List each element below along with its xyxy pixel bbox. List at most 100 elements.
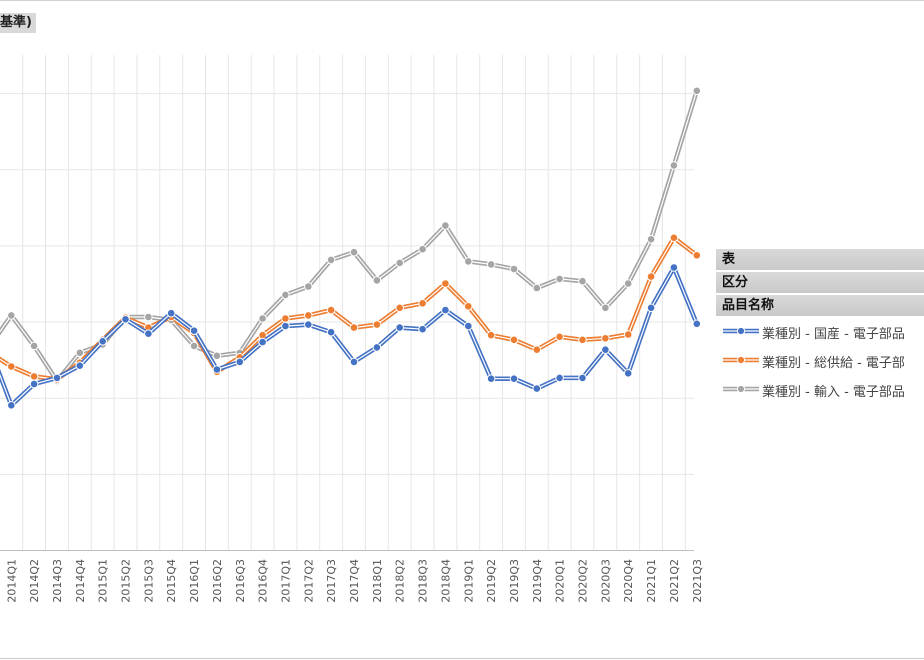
data-point[interactable] bbox=[29, 341, 39, 351]
data-point[interactable] bbox=[418, 244, 427, 254]
data-point[interactable] bbox=[418, 299, 427, 308]
x-tick-label: 2017Q1 bbox=[279, 559, 292, 603]
data-point[interactable] bbox=[75, 348, 85, 358]
data-point[interactable] bbox=[395, 323, 405, 332]
legend-header-category[interactable]: 区分 bbox=[716, 272, 924, 293]
data-point[interactable] bbox=[486, 374, 496, 384]
data-point[interactable] bbox=[486, 330, 496, 340]
data-point[interactable] bbox=[578, 335, 587, 345]
swatch-marker bbox=[736, 384, 746, 394]
data-point[interactable] bbox=[29, 372, 39, 381]
data-point[interactable] bbox=[372, 276, 382, 285]
data-point[interactable] bbox=[418, 324, 427, 334]
data-point[interactable] bbox=[623, 369, 633, 378]
data-point[interactable] bbox=[326, 327, 336, 337]
x-tick-label: 2016Q2 bbox=[211, 559, 224, 603]
data-point[interactable] bbox=[212, 365, 222, 374]
data-point[interactable] bbox=[7, 311, 16, 320]
legend-item-import[interactable]: 業種別 - 輸入 - 電子部品 bbox=[716, 376, 924, 405]
line-chart: 2014Q1 2014Q2 2014Q3 2014Q4 2015Q1 2015Q2 2015… bbox=[0, 55, 704, 603]
series-0 bbox=[0, 263, 702, 410]
x-tick-label: 2019Q3 bbox=[508, 559, 521, 603]
data-point[interactable] bbox=[441, 279, 450, 288]
data-point[interactable] bbox=[258, 314, 267, 323]
data-point[interactable] bbox=[121, 315, 130, 324]
x-tick-label: 2021Q3 bbox=[691, 559, 704, 603]
data-point[interactable] bbox=[281, 314, 290, 323]
data-point[interactable] bbox=[304, 311, 313, 320]
data-point[interactable] bbox=[75, 361, 85, 371]
data-point[interactable] bbox=[212, 351, 222, 361]
data-point[interactable] bbox=[7, 401, 16, 410]
x-tick-label: 2021Q1 bbox=[645, 559, 658, 603]
data-point[interactable] bbox=[395, 258, 405, 268]
data-point[interactable] bbox=[601, 303, 610, 313]
x-tick-label: 2017Q4 bbox=[348, 559, 361, 603]
data-point[interactable] bbox=[532, 345, 542, 355]
data-point[interactable] bbox=[395, 303, 405, 313]
x-tick-label: 2019Q2 bbox=[485, 559, 498, 603]
data-point[interactable] bbox=[441, 305, 450, 315]
data-point[interactable] bbox=[532, 384, 542, 393]
data-point[interactable] bbox=[29, 379, 39, 389]
data-point[interactable] bbox=[235, 357, 245, 367]
data-point[interactable] bbox=[349, 357, 359, 367]
x-tick-label: 2018Q3 bbox=[417, 559, 430, 603]
legend-header-item-name[interactable]: 品目名称 bbox=[716, 295, 924, 316]
data-point[interactable] bbox=[281, 321, 290, 331]
data-point[interactable] bbox=[304, 320, 313, 329]
data-point[interactable] bbox=[601, 345, 610, 355]
data-point[interactable] bbox=[166, 308, 176, 318]
data-point[interactable] bbox=[555, 332, 564, 342]
legend-swatch-import bbox=[723, 384, 759, 394]
data-point[interactable] bbox=[144, 329, 153, 339]
data-point[interactable] bbox=[349, 323, 359, 332]
data-point[interactable] bbox=[669, 233, 679, 243]
data-point[interactable] bbox=[692, 319, 702, 329]
data-point[interactable] bbox=[532, 283, 542, 293]
data-point[interactable] bbox=[144, 312, 153, 322]
data-point[interactable] bbox=[623, 279, 633, 288]
data-point[interactable] bbox=[464, 257, 473, 266]
legend-item-domestic[interactable]: 業種別 - 国産 - 電子部品 bbox=[716, 318, 924, 347]
data-point[interactable] bbox=[578, 373, 587, 383]
data-point[interactable] bbox=[509, 335, 519, 345]
data-point[interactable] bbox=[372, 320, 382, 329]
data-point[interactable] bbox=[441, 221, 450, 230]
x-tick-label: 2017Q2 bbox=[302, 559, 315, 603]
swatch-marker bbox=[736, 326, 746, 336]
data-point[interactable] bbox=[646, 303, 656, 313]
legend-item-total-supply[interactable]: 業種別 - 総供給 - 電子部 bbox=[716, 347, 924, 376]
data-point[interactable] bbox=[623, 330, 633, 339]
data-point[interactable] bbox=[304, 282, 313, 291]
data-point[interactable] bbox=[372, 343, 382, 352]
data-point[interactable] bbox=[7, 362, 16, 371]
data-point[interactable] bbox=[52, 373, 62, 383]
data-point[interactable] bbox=[601, 334, 610, 343]
data-point[interactable] bbox=[669, 161, 679, 170]
data-point[interactable] bbox=[464, 302, 473, 311]
data-point[interactable] bbox=[326, 305, 336, 315]
data-point[interactable] bbox=[258, 337, 267, 347]
data-point[interactable] bbox=[349, 247, 359, 257]
legend-header-table[interactable]: 表 bbox=[716, 249, 924, 270]
x-tick-label: 2015Q1 bbox=[97, 559, 110, 603]
data-point[interactable] bbox=[555, 274, 564, 284]
data-point[interactable] bbox=[692, 251, 702, 260]
data-point[interactable] bbox=[692, 86, 702, 96]
data-point[interactable] bbox=[509, 374, 519, 384]
x-tick-label: 2019Q4 bbox=[531, 559, 544, 603]
data-point[interactable] bbox=[98, 337, 107, 346]
data-point[interactable] bbox=[555, 373, 564, 383]
data-point[interactable] bbox=[646, 272, 656, 281]
data-point[interactable] bbox=[486, 260, 496, 269]
data-point[interactable] bbox=[646, 235, 656, 244]
data-point[interactable] bbox=[326, 255, 336, 265]
data-point[interactable] bbox=[189, 326, 199, 336]
data-point[interactable] bbox=[189, 341, 199, 351]
data-point[interactable] bbox=[281, 290, 290, 300]
data-point[interactable] bbox=[464, 321, 473, 331]
data-point[interactable] bbox=[509, 264, 519, 274]
data-point[interactable] bbox=[578, 276, 587, 286]
data-point[interactable] bbox=[669, 263, 679, 272]
